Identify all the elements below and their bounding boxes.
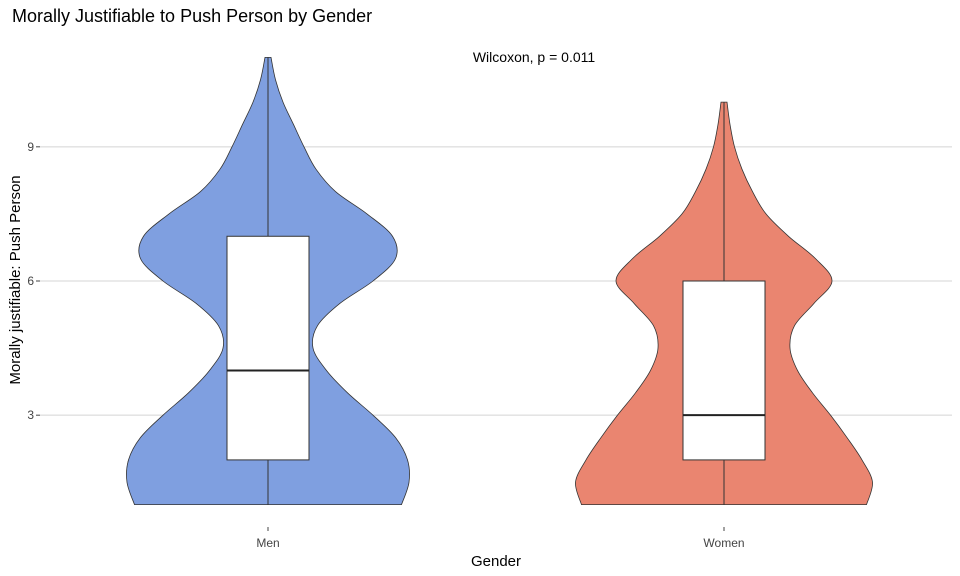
box-men — [226, 235, 310, 461]
wilcoxon-annotation: Wilcoxon, p = 0.011 — [473, 49, 596, 65]
y-axis-ticks: 3 6 9 — [27, 140, 40, 422]
box-women — [682, 280, 766, 461]
x-tick-label-men: Men — [256, 536, 279, 550]
y-tick-label-6: 6 — [27, 274, 34, 288]
x-axis-ticks: Men Women — [256, 527, 745, 550]
chart-title: Morally Justifiable to Push Person by Ge… — [12, 6, 372, 26]
y-tick-label-9: 9 — [27, 140, 34, 154]
boxplots — [226, 57, 766, 505]
y-tick-label-3: 3 — [27, 408, 34, 422]
x-axis-title: Gender — [471, 553, 521, 570]
y-axis-title: Morally justifiable: Push Person — [7, 175, 24, 384]
x-tick-label-women: Women — [703, 536, 744, 550]
